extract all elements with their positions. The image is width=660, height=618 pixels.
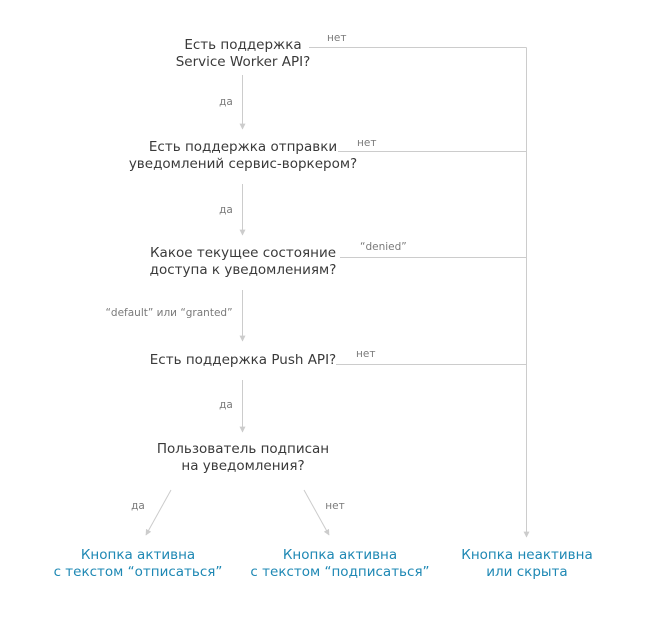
question-line: доступа к уведомлениям? [149, 262, 337, 278]
question-line: Есть поддержка Push API? [149, 352, 337, 368]
question-sw-notifications: Есть поддержка отправки уведомлений серв… [129, 139, 357, 173]
result-line: или скрыта [486, 564, 568, 580]
edge-label-q1-no: нет [327, 32, 347, 44]
result-line: Кнопка активна [80, 547, 196, 563]
edge-label-q2-yes: да [219, 204, 233, 216]
edge-label-q5-yes: да [131, 500, 145, 512]
edge-label-q2-no: нет [357, 137, 377, 149]
question-user-subscribed: Пользователь подписан на уведомления? [157, 441, 329, 475]
connector-q5-yes [145, 489, 172, 536]
result-line: с текстом “отписаться” [53, 564, 223, 580]
question-service-worker: Есть поддержка Service Worker API? [176, 37, 311, 71]
result-line: Кнопка активна [282, 547, 398, 563]
result-unsubscribe: Кнопка активна с текстом “отписаться” [54, 547, 223, 581]
result-line: Кнопка неактивна [461, 547, 593, 563]
result-inactive: Кнопка неактивна или скрыта [461, 547, 592, 581]
edge-label-q3-denied: “denied” [360, 241, 407, 253]
question-line: уведомлений сервис-воркером? [128, 156, 358, 172]
connector-q5-no [303, 489, 330, 536]
edge-label-q4-yes: да [219, 399, 233, 411]
question-line: Пользователь подписан [156, 441, 330, 457]
question-line: Есть поддержка отправки [148, 139, 338, 155]
question-line: Какое текущее состояние [149, 245, 337, 261]
question-push-api: Есть поддержка Push API? [150, 352, 336, 369]
question-line: Есть поддержка [184, 37, 302, 53]
question-permission-state: Какое текущее состояние доступа к уведом… [150, 245, 337, 279]
result-subscribe: Кнопка активна с текстом “подписаться” [250, 547, 429, 581]
question-line: на уведомления? [181, 458, 305, 474]
edge-label-q3-default-granted: “default” или “granted” [105, 307, 233, 319]
edge-label-q1-yes: да [219, 96, 233, 108]
question-line: Service Worker API? [175, 54, 311, 70]
edge-label-q5-no: нет [325, 500, 345, 512]
edge-label-q4-no: нет [356, 348, 376, 360]
result-line: с текстом “подписаться” [250, 564, 430, 580]
